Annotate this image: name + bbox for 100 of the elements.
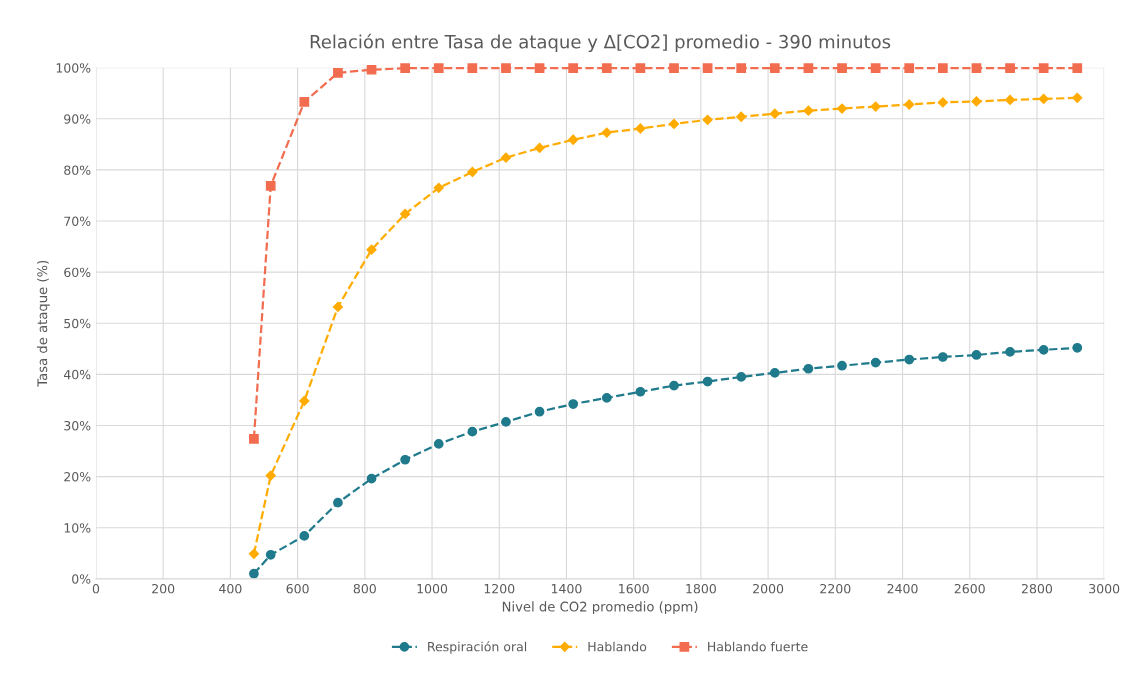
point	[837, 63, 847, 74]
point	[1072, 92, 1083, 103]
point	[803, 105, 814, 116]
point	[1004, 94, 1016, 106]
point	[433, 182, 444, 193]
x-tick-label: 1800	[686, 583, 716, 594]
x-tick-label: 200	[152, 583, 175, 594]
x-tick-label: 1400	[551, 583, 582, 594]
x-axis-title: Nivel de CO2 promedio (ppm)	[502, 601, 698, 615]
point	[803, 63, 814, 74]
y-tick-label: 70%	[64, 216, 91, 226]
x-tick-label: 2000	[753, 583, 784, 594]
point	[501, 63, 511, 74]
point	[1005, 347, 1015, 357]
point	[702, 63, 713, 74]
y-axis-title: Tasa de ataque (%)	[37, 260, 50, 387]
point	[1005, 63, 1015, 74]
x-tick-label: 2800	[1021, 583, 1053, 594]
point	[870, 63, 881, 74]
point	[971, 63, 982, 74]
point	[937, 97, 948, 108]
legend-label: Hablando fuerte	[708, 641, 808, 652]
point	[333, 67, 343, 78]
x-tick-label: 0	[92, 583, 100, 594]
point	[1038, 344, 1049, 355]
point	[265, 470, 276, 481]
point	[366, 244, 377, 255]
point	[249, 568, 259, 579]
point	[568, 134, 579, 145]
point	[1038, 93, 1049, 104]
point	[769, 63, 780, 74]
x-tick-label: 2600	[954, 583, 985, 594]
point	[366, 473, 377, 484]
y-tick-label: 60%	[64, 267, 91, 278]
y-tick-label: 20%	[64, 472, 91, 482]
point	[265, 180, 276, 191]
point	[534, 406, 545, 417]
point	[366, 64, 377, 75]
point	[500, 152, 512, 163]
point	[568, 399, 579, 409]
point	[937, 352, 948, 362]
x-tick-label: 1000	[417, 583, 448, 594]
x-tick-label: 2400	[887, 583, 918, 594]
x-tick-label: 1600	[619, 583, 649, 594]
point	[568, 63, 579, 74]
x-tick-label: 2200	[820, 583, 851, 594]
point	[400, 454, 411, 465]
point	[837, 360, 847, 371]
point	[736, 63, 747, 74]
point	[601, 127, 612, 138]
point	[635, 386, 646, 397]
point	[467, 63, 478, 74]
point	[400, 208, 411, 219]
point	[669, 380, 679, 391]
point	[249, 433, 259, 444]
x-tick-label: 1200	[484, 583, 515, 594]
point	[299, 97, 310, 107]
legend-label: Hablando	[588, 641, 647, 652]
point	[769, 367, 780, 378]
point	[400, 63, 411, 74]
point	[248, 548, 260, 559]
legend-label: Respiración oral	[428, 641, 527, 654]
x-tick-label: 800	[353, 583, 376, 594]
x-tick-label: 3000	[1089, 583, 1120, 594]
point	[736, 111, 747, 122]
point	[299, 395, 310, 407]
chart-title: Relación entre Tasa de ataque y Δ[CO2] promedio - 390 minutos	[310, 33, 891, 53]
point	[1038, 63, 1049, 74]
point	[467, 426, 478, 437]
x-tick-label: 400	[219, 583, 242, 594]
point	[433, 63, 444, 74]
y-tick-label: 90%	[64, 114, 91, 124]
point	[937, 63, 948, 74]
point	[601, 393, 612, 403]
point	[333, 497, 343, 508]
y-tick-label: 50%	[64, 318, 91, 329]
point	[299, 531, 310, 541]
point	[836, 103, 848, 114]
point	[971, 96, 982, 107]
point	[1072, 63, 1083, 74]
point	[534, 63, 545, 74]
y-tick-label: 0%	[72, 574, 91, 584]
point	[702, 376, 713, 387]
point	[1072, 342, 1083, 353]
point	[904, 63, 915, 74]
point	[265, 549, 276, 560]
y-tick-label: 100%	[56, 63, 91, 73]
point	[601, 63, 612, 74]
point	[332, 301, 344, 313]
x-tick-label: 600	[286, 583, 309, 594]
point	[870, 357, 881, 368]
point	[736, 372, 747, 382]
point	[467, 166, 478, 178]
y-tick-label: 30%	[64, 420, 91, 431]
point	[803, 363, 814, 374]
point	[669, 63, 679, 74]
point	[971, 350, 982, 360]
point	[534, 142, 545, 154]
point	[904, 99, 915, 110]
y-tick-label: 10%	[64, 523, 91, 533]
